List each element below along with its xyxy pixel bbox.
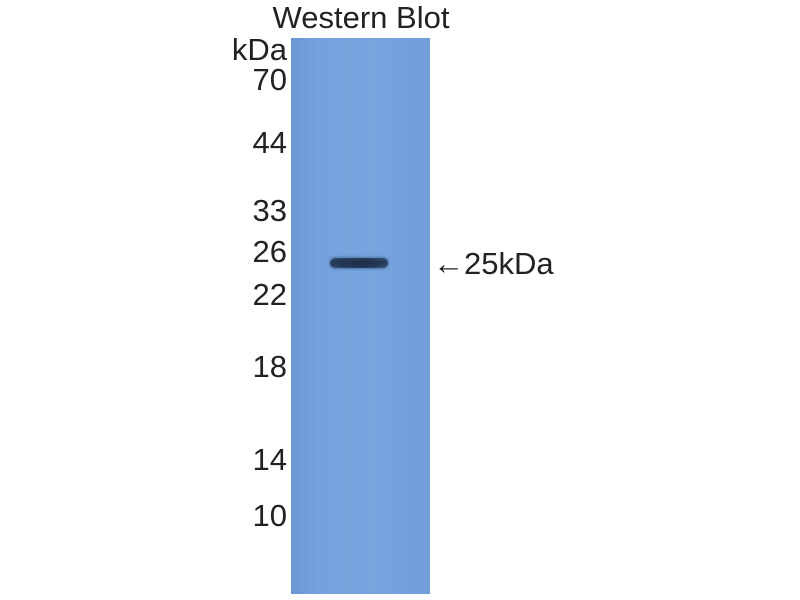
- band-annotation: ←25kDa: [433, 248, 554, 280]
- marker-label-10: 10: [252, 498, 287, 533]
- figure-title: Western Blot: [272, 0, 450, 35]
- blot-lane: [291, 38, 430, 594]
- marker-label-44: 44: [252, 125, 287, 160]
- marker-label-33: 33: [252, 193, 287, 228]
- marker-label-22: 22: [252, 277, 287, 312]
- marker-label-18: 18: [252, 349, 287, 384]
- protein-band: [330, 258, 388, 268]
- left-arrow-icon: ←: [433, 246, 464, 281]
- marker-label-14: 14: [252, 442, 287, 477]
- band-size-label: 25kDa: [464, 246, 554, 281]
- unit-label: kDa: [231, 32, 287, 67]
- marker-label-70: 70: [252, 62, 287, 97]
- marker-label-26: 26: [252, 234, 287, 269]
